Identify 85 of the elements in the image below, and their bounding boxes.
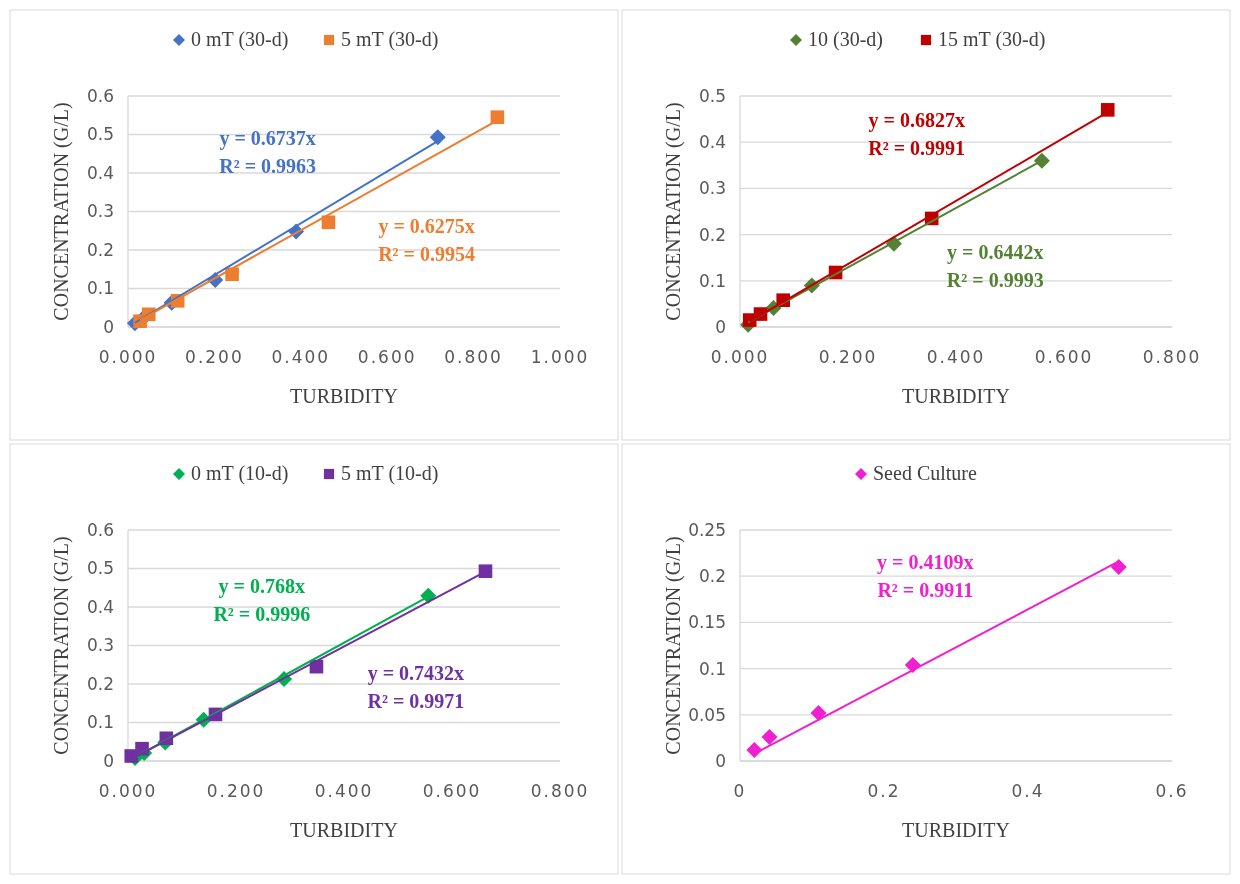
y-tick-label: 0 (715, 316, 726, 337)
y-tick-label: 0.4 (698, 132, 726, 153)
legend-label: 5 mT (10-d) (341, 462, 439, 485)
y-tick-label: 0.15 (688, 612, 726, 633)
y-axis-title: CONCENTRATION (G/L) (50, 102, 73, 321)
annotation: R² = 0.9993 (946, 269, 1044, 292)
y-tick-label: 0 (103, 750, 114, 771)
x-tick-label: 0.2 (867, 781, 901, 801)
x-tick-label: 0.200 (818, 347, 878, 367)
annotation: R² = 0.9991 (868, 136, 966, 159)
annotation: y = 0.4109x (877, 551, 974, 575)
annotation: y = 0.6275x (378, 215, 475, 239)
y-tick-label: 0.3 (86, 635, 114, 656)
annotation: R² = 0.9971 (367, 689, 465, 712)
annotation: y = 0.6737x (219, 127, 316, 151)
y-tick-label: 0.4 (86, 162, 114, 183)
x-tick-label: 0.600 (422, 781, 482, 801)
annotation: y = 0.7432x (367, 661, 465, 685)
y-tick-label: 0.1 (86, 278, 114, 299)
legend-label: Seed Culture (873, 462, 977, 484)
y-tick-label: 0.2 (86, 239, 114, 260)
point (478, 564, 493, 578)
annotation: R² = 0.9911 (877, 579, 974, 602)
y-tick-label: 0.1 (698, 270, 726, 291)
annotation: R² = 0.9963 (219, 155, 317, 178)
x-tick-label: 0.400 (926, 347, 986, 367)
x-tick-label: 0.000 (98, 781, 158, 801)
y-tick-label: 0 (715, 750, 726, 771)
y-tick-label: 0.3 (698, 178, 726, 199)
legend-label: 15 mT (30-d) (938, 28, 1046, 51)
y-tick-label: 0.5 (698, 85, 726, 106)
annotation: R² = 0.9996 (213, 602, 311, 625)
x-tick-label: 0 (733, 781, 747, 801)
y-tick-label: 0.2 (698, 224, 726, 245)
y-axis-title: CONCENTRATION (G/L) (50, 536, 73, 755)
x-tick-label: 0.400 (271, 347, 331, 367)
y-tick-label: 0.6 (86, 85, 114, 106)
point (1110, 558, 1127, 575)
x-tick-label: 0.000 (710, 347, 770, 367)
x-tick-label: 0.600 (357, 347, 417, 367)
y-tick-label: 0.4 (86, 596, 114, 617)
y-tick-label: 0.5 (86, 124, 114, 145)
x-tick-label: 0.800 (1142, 347, 1202, 367)
y-tick-label: 0.05 (688, 704, 726, 725)
legend-label: 0 mT (30-d) (191, 28, 289, 51)
x-tick-label: 0.400 (314, 781, 374, 801)
x-axis-title: TURBIDITY (902, 819, 1010, 841)
x-tick-label: 0.800 (444, 347, 503, 367)
annotation: y = 0.6827x (868, 108, 965, 132)
x-tick-label: 0.6 (1155, 781, 1189, 801)
x-axis-title: TURBIDITY (902, 385, 1010, 407)
y-axis-title: CONCENTRATION (G/L) (662, 102, 685, 321)
legend-label: 0 mT (10-d) (191, 462, 289, 485)
y-tick-label: 0.3 (86, 201, 114, 222)
y-axis-title: CONCENTRATION (G/L) (662, 536, 685, 755)
y-tick-label: 0.2 (86, 673, 114, 694)
point (1033, 152, 1050, 169)
point (490, 110, 505, 124)
y-tick-label: 0.2 (698, 566, 726, 587)
x-tick-label: 1.000 (530, 347, 590, 367)
y-tick-label: 0 (103, 316, 114, 337)
legend-label: 10 (30-d) (808, 28, 883, 51)
annotation: R² = 0.9954 (378, 243, 476, 266)
y-tick-label: 0.1 (86, 712, 114, 733)
y-tick-label: 0.5 (86, 558, 114, 579)
annotation: y = 0.768x (218, 574, 306, 598)
y-tick-label: 0.25 (688, 519, 726, 540)
x-tick-label: 0.200 (185, 347, 244, 367)
y-tick-label: 0.1 (698, 658, 726, 679)
x-tick-label: 0.200 (206, 781, 266, 801)
x-tick-label: 0.600 (1034, 347, 1094, 367)
y-tick-label: 0.6 (86, 519, 114, 540)
annotation: y = 0.6442x (947, 241, 1044, 265)
legend-label: 5 mT (30-d) (341, 28, 439, 51)
x-tick-label: 0.000 (98, 347, 158, 367)
point (810, 704, 827, 721)
point (321, 215, 336, 230)
point (429, 129, 446, 146)
x-tick-label: 0.4 (1011, 781, 1045, 801)
point (1100, 103, 1115, 117)
point (761, 728, 778, 745)
x-tick-label: 0.800 (530, 781, 590, 801)
x-axis-title: TURBIDITY (290, 819, 398, 841)
point (225, 267, 239, 282)
x-axis-title: TURBIDITY (290, 385, 398, 407)
